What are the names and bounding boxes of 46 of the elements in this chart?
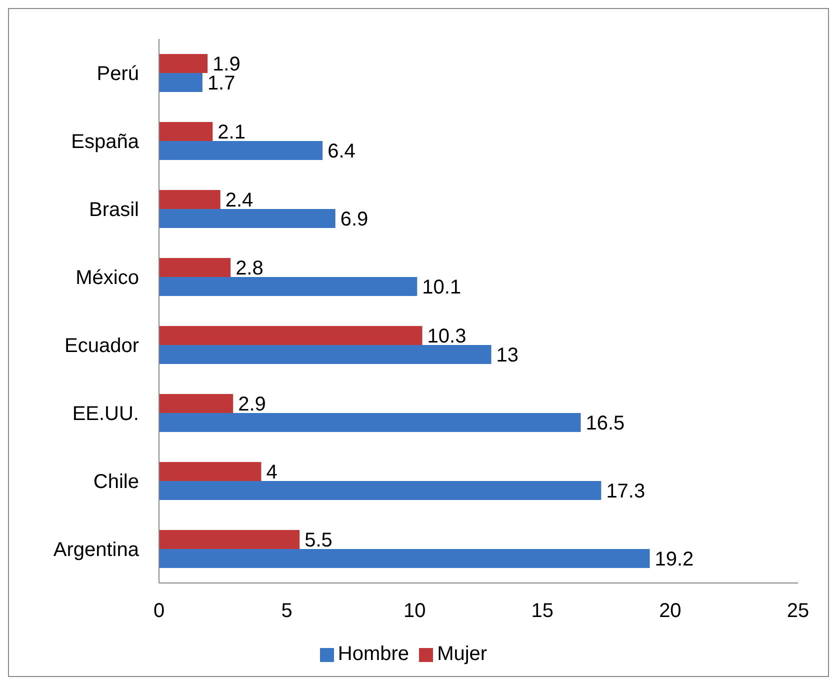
x-tick-label: 25 (786, 600, 810, 622)
bar (159, 530, 300, 549)
bar (159, 208, 336, 228)
data-label: 16.5 (586, 412, 625, 435)
bar (159, 140, 323, 160)
y-tick-label: España (71, 131, 140, 154)
bar (159, 276, 418, 296)
data-label: 2.9 (238, 394, 266, 416)
data-label: 2.1 (218, 122, 246, 144)
data-label: 13 (496, 344, 519, 367)
bar (159, 190, 220, 209)
y-tick-label: Brasil (88, 199, 139, 222)
bar (159, 462, 262, 481)
data-label: 5.5 (304, 530, 332, 552)
x-tick-label: 20 (659, 600, 682, 622)
data-label: 17.3 (606, 480, 646, 503)
bar (159, 54, 208, 73)
data-label: 2.4 (225, 190, 254, 212)
data-label: 6.4 (328, 140, 356, 163)
bar (159, 326, 422, 345)
bar (159, 548, 650, 568)
bar (159, 258, 231, 277)
x-tick-label: 15 (531, 600, 554, 622)
data-label: 4 (266, 462, 278, 484)
y-tick-label: Ecuador (64, 335, 140, 358)
bar (159, 72, 202, 92)
data-label: 10.1 (422, 276, 462, 299)
data-label: 6.9 (340, 208, 368, 231)
y-tick-label: Argentina (53, 539, 140, 562)
x-tick-label: 10 (403, 600, 426, 622)
y-tick-label: Perú (96, 63, 139, 86)
bar (159, 412, 581, 432)
x-tick-label: 5 (281, 600, 292, 622)
data-label: 19.2 (654, 548, 694, 571)
bar (159, 394, 234, 413)
x-tick-label: 0 (153, 600, 165, 622)
y-tick-label: México (76, 267, 139, 290)
y-tick-label: Chile (93, 471, 139, 494)
data-label: 2.8 (236, 258, 264, 280)
legend-label: Hombre (338, 643, 410, 665)
bar (159, 122, 213, 141)
data-label: 10.3 (427, 326, 466, 348)
bar (159, 480, 602, 500)
bar (159, 344, 492, 364)
y-tick-label: EE.UU. (72, 403, 139, 426)
legend-label: Mujer (437, 643, 488, 665)
